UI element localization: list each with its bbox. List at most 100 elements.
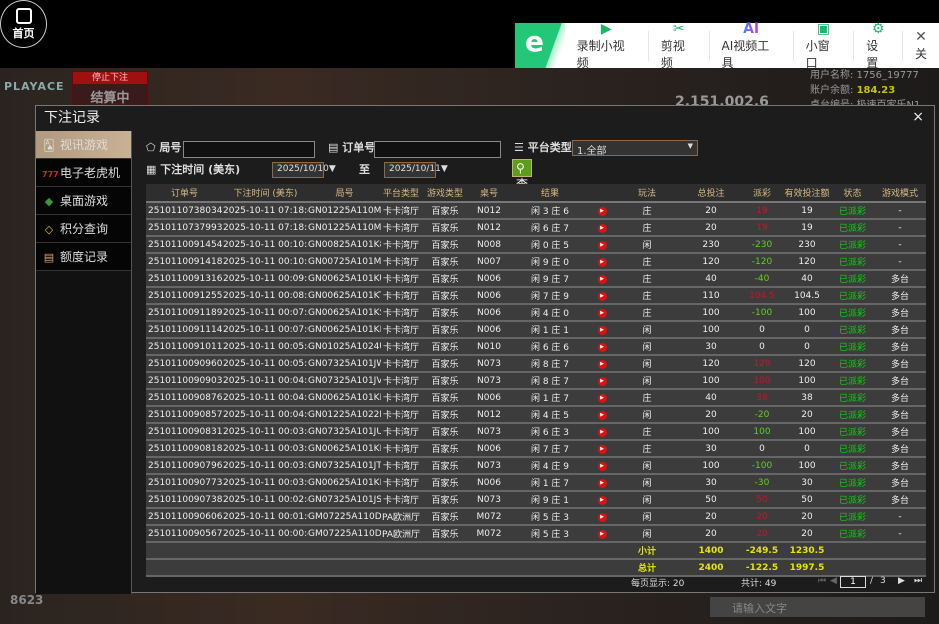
round-id: GN00625A101KT	[308, 287, 381, 305]
first-page-icon[interactable]: ⏮	[818, 576, 827, 586]
play-video-icon[interactable]: ▶	[597, 411, 607, 420]
close-toolbar-button[interactable]: ✕ 关	[903, 29, 939, 61]
prev-page-icon[interactable]: ◀	[830, 576, 837, 586]
order-number: 251011009131650	[146, 270, 223, 288]
play-video-icon[interactable]: ▶	[597, 428, 607, 437]
table-row[interactable]: 2510110090903192025-10-11 00:04:34GN0732…	[146, 372, 926, 390]
order-number: 251011009090319	[146, 372, 223, 390]
table-row[interactable]: 2510110090773092025-10-11 00:03:07GN0062…	[146, 474, 926, 492]
bet-side: 闲	[613, 457, 681, 475]
video-toolbar: e ▶ 录制小视频 ✂ 剪视频 AI AI视频工具 ▣ 小窗口 ⚙ 设置 ✕ 关	[515, 21, 939, 70]
home-button[interactable]: 首页	[0, 0, 47, 48]
last-page-icon[interactable]: ⏭	[914, 576, 923, 586]
bet-time: 2025-10-11 00:07:51	[223, 304, 308, 322]
table-row[interactable]: 2510110091011002025-10-11 00:05:48GN0102…	[146, 338, 926, 356]
table-row[interactable]: 2510110091255182025-10-11 00:08:34GN0062…	[146, 287, 926, 305]
bet-side: 庄	[613, 253, 681, 271]
sidebar-item-slots[interactable]: 777电子老虎机	[36, 159, 131, 187]
bet-side: 庄	[613, 423, 681, 441]
cut-video-button[interactable]: ✂ 剪视频	[649, 21, 710, 70]
next-page-icon[interactable]: ▶	[898, 576, 905, 586]
total-bet: 20	[681, 525, 741, 543]
play-video-icon[interactable]: ▶	[597, 479, 607, 488]
sidebar-label: 视讯游戏	[60, 138, 109, 152]
play-video-icon[interactable]: ▶	[597, 207, 607, 216]
order-number: 251011009073863	[146, 491, 223, 509]
close-dialog-button[interactable]: ×	[912, 109, 924, 125]
sidebar-item-live-games[interactable]: 🂡 视讯游戏	[36, 131, 131, 159]
table-row[interactable]: 2510110090567632025-10-11 00:00:43GM0722…	[146, 525, 926, 543]
platform-select[interactable]: 1.全部 ▼	[572, 140, 698, 157]
game-type: 百家乐	[421, 321, 469, 339]
date-to-select[interactable]: 2025/10/11▼	[384, 162, 448, 178]
game-mode: -	[874, 525, 926, 543]
table-row[interactable]: 2510110737993812025-10-11 07:18:19GN0122…	[146, 219, 926, 237]
play-video-icon[interactable]: ▶	[597, 445, 607, 454]
play-video-icon[interactable]: ▶	[597, 530, 607, 539]
replay-cell: ▶	[591, 355, 613, 373]
page-input[interactable]: 1	[840, 576, 866, 588]
play-video-icon[interactable]: ▶	[597, 326, 607, 335]
sidebar-item-credit-records[interactable]: ▤ 额度记录	[36, 243, 131, 271]
sidebar-label: 额度记录	[60, 250, 109, 264]
table-row[interactable]: 2510110091316502025-10-11 00:09:19GN0062…	[146, 270, 926, 288]
table-row[interactable]: 2510110090818132025-10-11 00:03:39GN0062…	[146, 440, 926, 458]
payout: 19	[741, 219, 783, 237]
subtotal-label: 小计	[613, 542, 681, 560]
chat-input[interactable]: 请输入文字	[710, 597, 925, 617]
round-input[interactable]	[183, 141, 315, 158]
table-row[interactable]: 2510110091418592025-10-11 00:10:30GN0072…	[146, 253, 926, 271]
status: 已派彩	[831, 219, 874, 237]
play-video-icon[interactable]: ▶	[597, 343, 607, 352]
table-row[interactable]: 2510110090831612025-10-11 00:03:47GN0732…	[146, 423, 926, 441]
replay-cell: ▶	[591, 338, 613, 356]
valid-bet: 100	[783, 457, 831, 475]
play-video-icon[interactable]: ▶	[597, 496, 607, 505]
play-video-icon[interactable]: ▶	[597, 394, 607, 403]
payout: 0	[741, 338, 783, 356]
settings-button[interactable]: ⚙ 设置	[854, 21, 904, 70]
valid-bet: 100	[783, 423, 831, 441]
date-from-select[interactable]: 2025/10/10▼	[272, 162, 336, 178]
play-video-icon[interactable]: ▶	[597, 377, 607, 386]
mini-window-button[interactable]: ▣ 小窗口	[794, 21, 855, 70]
play-video-icon[interactable]: ▶	[597, 513, 607, 522]
play-video-icon[interactable]: ▶	[597, 241, 607, 250]
play-video-icon[interactable]: ▶	[597, 258, 607, 267]
table-row[interactable]: 2510110090738632025-10-11 00:02:42GN0732…	[146, 491, 926, 509]
order-number: 251011009079675	[146, 457, 223, 475]
diamond-icon: ◇	[44, 223, 54, 236]
payout: 20	[741, 525, 783, 543]
sidebar-item-table-games[interactable]: ◆ 桌面游戏	[36, 187, 131, 215]
game-mode: 多台	[874, 440, 926, 458]
status: 已派彩	[831, 491, 874, 509]
play-video-icon[interactable]: ▶	[597, 462, 607, 471]
table-row[interactable]: 2510110090606452025-10-11 00:01:09GM0722…	[146, 508, 926, 526]
game-type: 百家乐	[421, 202, 469, 220]
platform: 卡卡湾厅	[381, 372, 421, 390]
total-bet: 2400	[681, 559, 741, 577]
order-input[interactable]	[374, 141, 501, 158]
username: 用户名称: 1756_19777	[810, 70, 919, 81]
ai-video-button[interactable]: AI AI视频工具	[710, 21, 794, 70]
record-video-button[interactable]: ▶ 录制小视频	[565, 21, 649, 70]
table-row[interactable]: 2510110090857082025-10-11 00:04:06GN0122…	[146, 406, 926, 424]
round-id: GN01225A110MU	[308, 219, 381, 237]
play-video-icon[interactable]: ▶	[597, 224, 607, 233]
table-row[interactable]: 2510110091114392025-10-11 00:07:01GN0062…	[146, 321, 926, 339]
platform: 卡卡湾厅	[381, 355, 421, 373]
play-video-icon[interactable]: ▶	[597, 292, 607, 301]
play-video-icon[interactable]: ▶	[597, 275, 607, 284]
table-row[interactable]: 2510110090876602025-10-11 00:04:17GN0062…	[146, 389, 926, 407]
play-video-icon[interactable]: ▶	[597, 309, 607, 318]
table-row[interactable]: 2510110090796752025-10-11 00:03:24GN0732…	[146, 457, 926, 475]
table-row[interactable]: 2510110738034762025-10-11 07:18:43GN0122…	[146, 202, 926, 220]
query-button[interactable]: ⚲查询	[512, 159, 533, 207]
table-row[interactable]: 2510110091454902025-10-11 00:10:54GN0082…	[146, 236, 926, 254]
table-row[interactable]: 2510110090960792025-10-11 00:05:11GN0732…	[146, 355, 926, 373]
play-video-icon[interactable]: ▶	[597, 360, 607, 369]
sidebar-item-points[interactable]: ◇ 积分查询	[36, 215, 131, 243]
table-row[interactable]: 2510110091189482025-10-11 00:07:51GN0062…	[146, 304, 926, 322]
bet-side: 庄	[613, 440, 681, 458]
valid-bet: 120	[783, 355, 831, 373]
